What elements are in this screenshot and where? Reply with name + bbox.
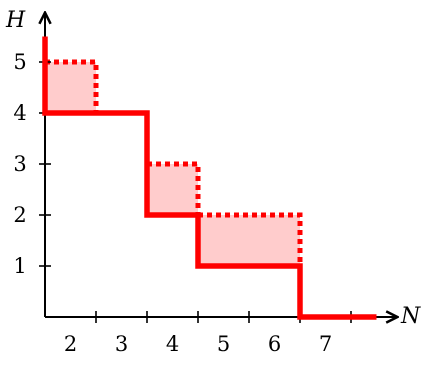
x-tick-label-4: 4 xyxy=(166,332,179,356)
x-tick-label-5: 5 xyxy=(217,332,230,356)
shaded-region-3 xyxy=(198,215,300,266)
x-tick-label-2: 2 xyxy=(64,332,77,356)
x-tick-label-7: 7 xyxy=(319,332,332,356)
x-tick-label-6: 6 xyxy=(268,332,281,356)
y-tick-label-4: 4 xyxy=(13,101,26,125)
solid-staircase-line xyxy=(42,36,377,320)
y-tick-label-5: 5 xyxy=(13,50,26,74)
dotted-boundary-1 xyxy=(45,59,99,113)
dotted-boundary-2 xyxy=(147,161,201,215)
y-tick-label-3: 3 xyxy=(13,152,26,176)
tick-labels: 2 3 4 5 6 7 1 2 3 4 5 xyxy=(13,50,332,356)
y-tick-label-1: 1 xyxy=(13,254,26,278)
y-axis-title: H xyxy=(5,8,26,33)
solid-staircase-group xyxy=(42,36,377,320)
x-tick-label-3: 3 xyxy=(115,332,128,356)
dotted-boundary-3 xyxy=(198,212,303,266)
x-axis-title: N xyxy=(400,304,421,329)
y-tick-label-2: 2 xyxy=(13,203,26,227)
shaded-regions xyxy=(45,59,303,266)
shaded-region-1 xyxy=(45,62,96,113)
shaded-region-2 xyxy=(147,164,198,215)
